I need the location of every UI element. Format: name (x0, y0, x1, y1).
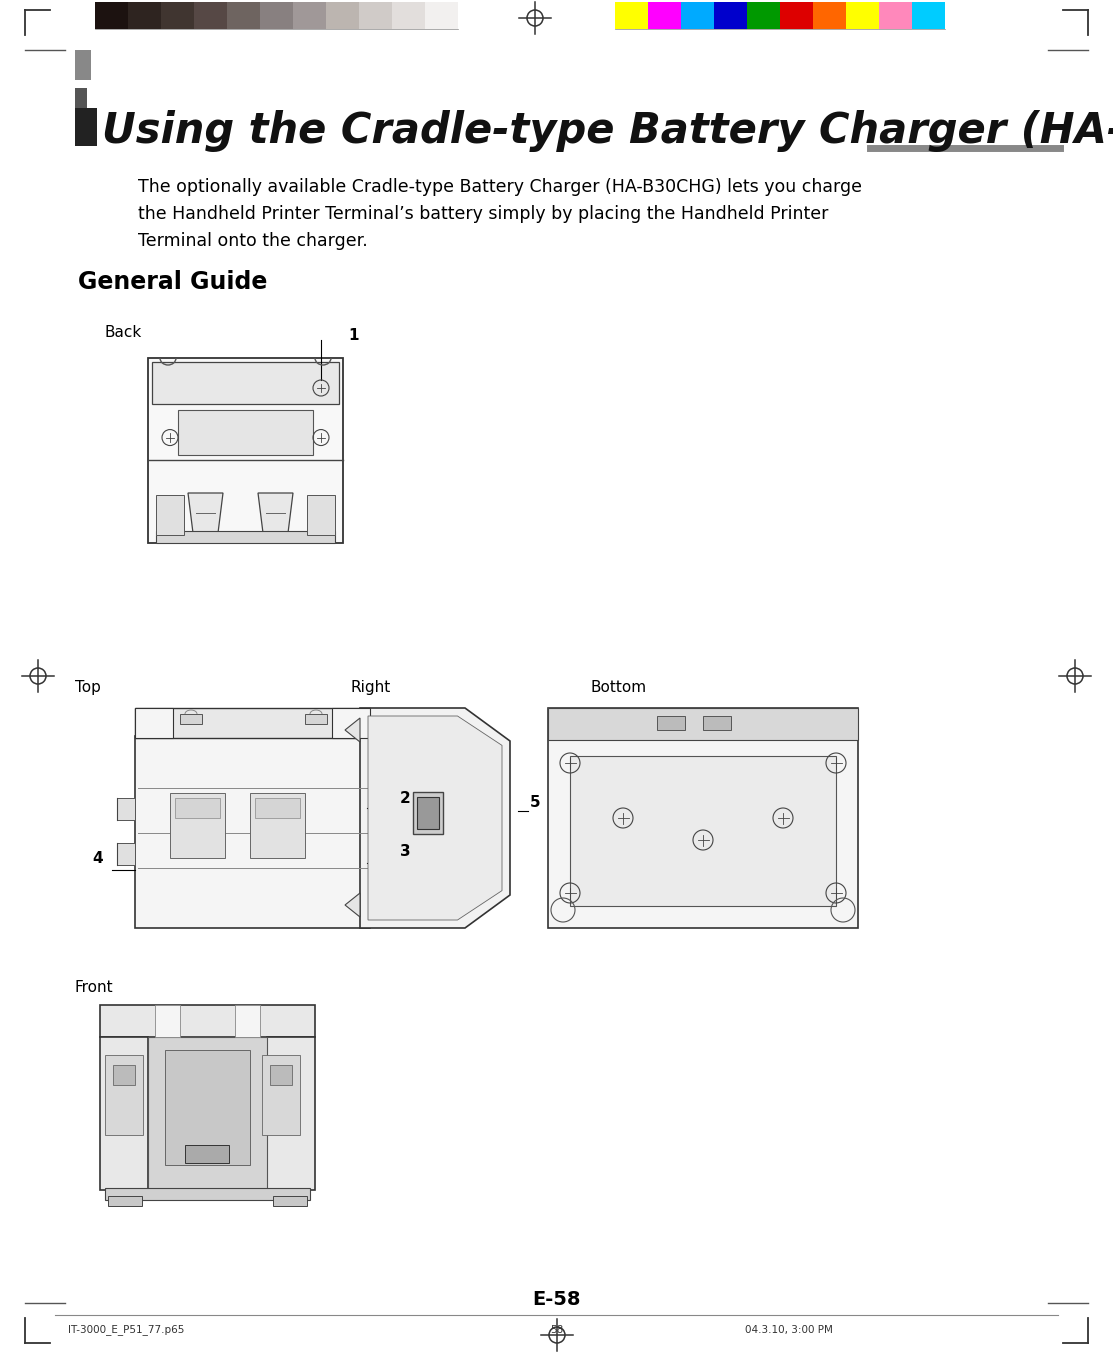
Text: 5: 5 (530, 796, 541, 810)
Polygon shape (368, 716, 502, 920)
Text: Right: Right (349, 681, 391, 695)
Bar (108, 1196, 142, 1206)
Text: 3: 3 (400, 844, 411, 859)
Bar (185, 1145, 229, 1164)
Bar (326, 1, 359, 28)
Text: Front: Front (75, 980, 114, 994)
Bar (180, 714, 201, 724)
Polygon shape (258, 492, 293, 533)
Polygon shape (359, 708, 510, 928)
Bar (227, 1, 260, 28)
Bar (128, 1, 161, 28)
Bar (194, 1, 227, 28)
Bar (392, 1, 425, 28)
Bar (270, 1065, 292, 1085)
Text: 4: 4 (92, 851, 102, 866)
Bar (293, 1, 326, 28)
Bar (780, 1, 812, 28)
Bar (156, 530, 335, 543)
Bar (260, 1, 293, 28)
Bar (570, 756, 836, 907)
Bar (156, 495, 184, 534)
Bar (148, 359, 343, 543)
Text: Using the Cradle-type Battery Charger (HA-B30CHG): Using the Cradle-type Battery Charger (H… (102, 110, 1113, 152)
Bar (715, 1, 747, 28)
Bar (267, 1036, 315, 1191)
Bar (148, 1036, 267, 1191)
Text: E-58: E-58 (533, 1289, 581, 1308)
Bar (100, 1005, 315, 1036)
Bar (170, 793, 225, 858)
Text: General Guide: General Guide (78, 271, 267, 294)
Bar (812, 1, 846, 28)
Text: The optionally available Cradle-type Battery Charger (HA-B30CHG) lets you charge: The optionally available Cradle-type Bat… (138, 179, 861, 250)
Polygon shape (345, 893, 359, 917)
Bar (235, 1005, 260, 1036)
Bar (250, 793, 305, 858)
Bar (747, 1, 780, 28)
Bar (155, 1005, 180, 1036)
Bar (135, 708, 370, 737)
Bar (178, 410, 313, 455)
Bar (165, 1050, 250, 1165)
Bar (117, 798, 135, 820)
Bar (255, 798, 301, 819)
Bar (75, 108, 97, 146)
Bar (114, 1065, 135, 1085)
Bar (615, 1, 648, 28)
Bar (307, 495, 335, 534)
Bar (648, 1, 681, 28)
Bar (161, 1, 194, 28)
Bar (75, 88, 87, 108)
Polygon shape (188, 492, 223, 533)
Bar (273, 1196, 307, 1206)
Text: Top: Top (75, 681, 101, 695)
Bar (95, 1, 128, 28)
Bar (703, 716, 731, 731)
Polygon shape (345, 718, 359, 741)
Bar (359, 1, 392, 28)
Bar (681, 1, 715, 28)
Bar (135, 708, 173, 737)
Bar (152, 363, 339, 405)
Bar (135, 736, 370, 928)
Bar (105, 1188, 311, 1200)
Bar (332, 708, 370, 737)
Text: IT-3000_E_P51_77.p65: IT-3000_E_P51_77.p65 (68, 1325, 185, 1335)
Bar (657, 716, 684, 731)
Text: 04.3.10, 3:00 PM: 04.3.10, 3:00 PM (745, 1325, 833, 1335)
Bar (105, 1055, 142, 1135)
Bar (100, 1036, 148, 1191)
Text: Back: Back (105, 325, 142, 340)
Bar (548, 708, 858, 740)
Text: 1: 1 (348, 327, 358, 344)
Bar (75, 50, 91, 80)
Text: Bottom: Bottom (590, 681, 647, 695)
Bar (879, 1, 912, 28)
Bar (175, 798, 220, 819)
Bar (416, 797, 439, 828)
Bar (305, 714, 327, 724)
Text: 58: 58 (550, 1325, 563, 1335)
Bar (425, 1, 459, 28)
Bar (548, 708, 858, 928)
Text: 2: 2 (400, 792, 411, 806)
Bar (912, 1, 945, 28)
Bar (413, 792, 443, 833)
Bar (846, 1, 879, 28)
Bar (262, 1055, 301, 1135)
Bar (117, 843, 135, 865)
